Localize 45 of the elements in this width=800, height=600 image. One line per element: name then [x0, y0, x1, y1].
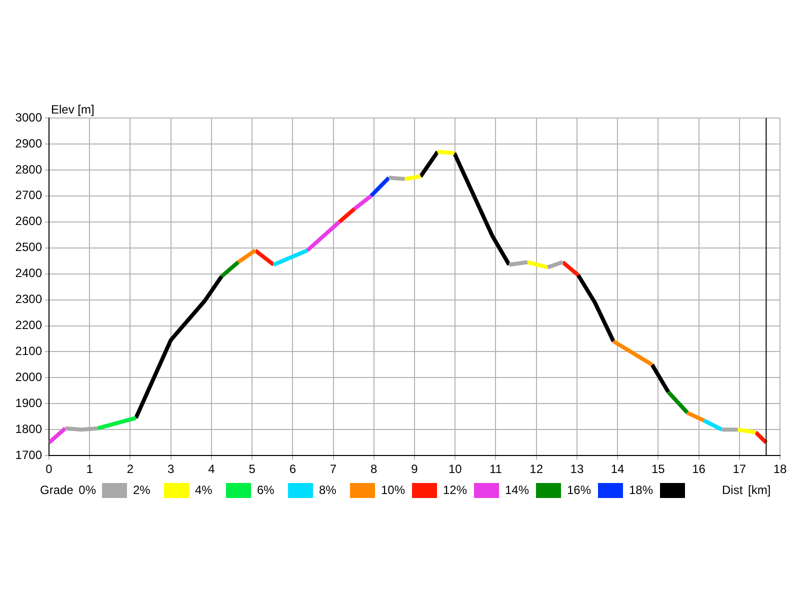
x-tick-label: 15 [651, 462, 666, 476]
x-tick-label: 17 [732, 462, 746, 476]
y-axis-title: Elev [m] [51, 102, 94, 116]
y-tick-label: 2000 [15, 370, 42, 384]
y-tick-label: 2100 [15, 344, 42, 358]
x-tick-label: 8 [370, 462, 378, 476]
y-tick-label: 2800 [15, 162, 42, 176]
legend-label: 12% [443, 483, 468, 497]
x-tick-label: 14 [610, 462, 625, 476]
legend-label: 14% [505, 483, 530, 497]
y-tick-label: 2200 [15, 318, 42, 332]
legend-label: 2% [133, 483, 150, 497]
x-tick-label: 4 [208, 462, 216, 476]
x-tick-label: 1 [86, 462, 94, 476]
y-tick-label: 1900 [15, 396, 42, 410]
x-tick-label: 5 [248, 462, 256, 476]
x-tick-label: 10 [448, 462, 462, 476]
y-tick-label: 3000 [15, 110, 42, 124]
legend-label: 6% [257, 483, 274, 497]
legend-label: 8% [319, 483, 336, 497]
legend-label: 16% [567, 483, 592, 497]
x-tick-label: 16 [692, 462, 706, 476]
y-tick-label: 2900 [15, 136, 42, 150]
legend-label: 10% [381, 483, 406, 497]
x-tick-label: 13 [570, 462, 584, 476]
x-tick-label: 7 [330, 462, 337, 476]
legend-label: 18% [629, 483, 654, 497]
y-tick-label: 2400 [15, 266, 42, 280]
x-tick-label: 12 [530, 462, 544, 476]
x-tick-label: 18 [773, 462, 787, 476]
legend-title: Grade 0% [40, 483, 96, 497]
y-tick-label: 2500 [15, 240, 42, 254]
y-tick-label: 2600 [15, 214, 42, 228]
y-tick-label: 1700 [15, 448, 42, 462]
legend-label: 4% [195, 483, 212, 497]
x-tick-label: 3 [167, 462, 174, 476]
y-tick-label: 2300 [15, 292, 42, 306]
x-tick-label: 0 [46, 462, 53, 476]
x-axis-title: Dist [km] [722, 483, 771, 497]
x-tick-label: 9 [411, 462, 418, 476]
x-tick-label: 11 [489, 462, 502, 476]
y-tick-label: 1800 [15, 422, 42, 436]
x-tick-label: 6 [289, 462, 296, 476]
y-tick-label: 2700 [15, 188, 42, 202]
x-tick-label: 2 [126, 462, 134, 476]
